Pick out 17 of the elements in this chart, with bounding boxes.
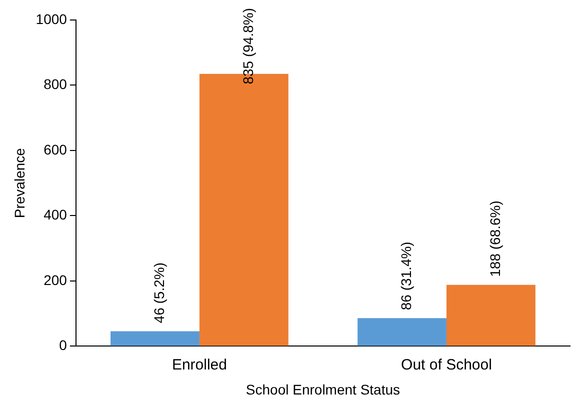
y-tick-label: 800 bbox=[44, 76, 68, 92]
bar bbox=[358, 318, 446, 346]
y-axis-title: Prevalence bbox=[11, 148, 28, 218]
x-tick-label: Out of School bbox=[401, 356, 492, 374]
data-label: 835 (94.8%) bbox=[240, 8, 256, 84]
y-tick-label: 200 bbox=[44, 272, 68, 288]
y-tick-label: 600 bbox=[44, 141, 68, 158]
y-tick-label: 0 bbox=[59, 337, 68, 354]
data-label: 46 (5.2%) bbox=[150, 262, 167, 324]
bar bbox=[446, 284, 536, 346]
data-label: 188 (68.6%) bbox=[486, 200, 503, 277]
bar bbox=[110, 331, 200, 346]
y-tick-label: 1000 bbox=[36, 10, 68, 27]
data-label: 86 (31.4%) bbox=[398, 242, 414, 310]
x-tick-label: Enrolled bbox=[172, 356, 227, 374]
y-tick-label: 400 bbox=[44, 206, 68, 223]
x-axis-title: School Enrolment Status bbox=[246, 381, 400, 398]
